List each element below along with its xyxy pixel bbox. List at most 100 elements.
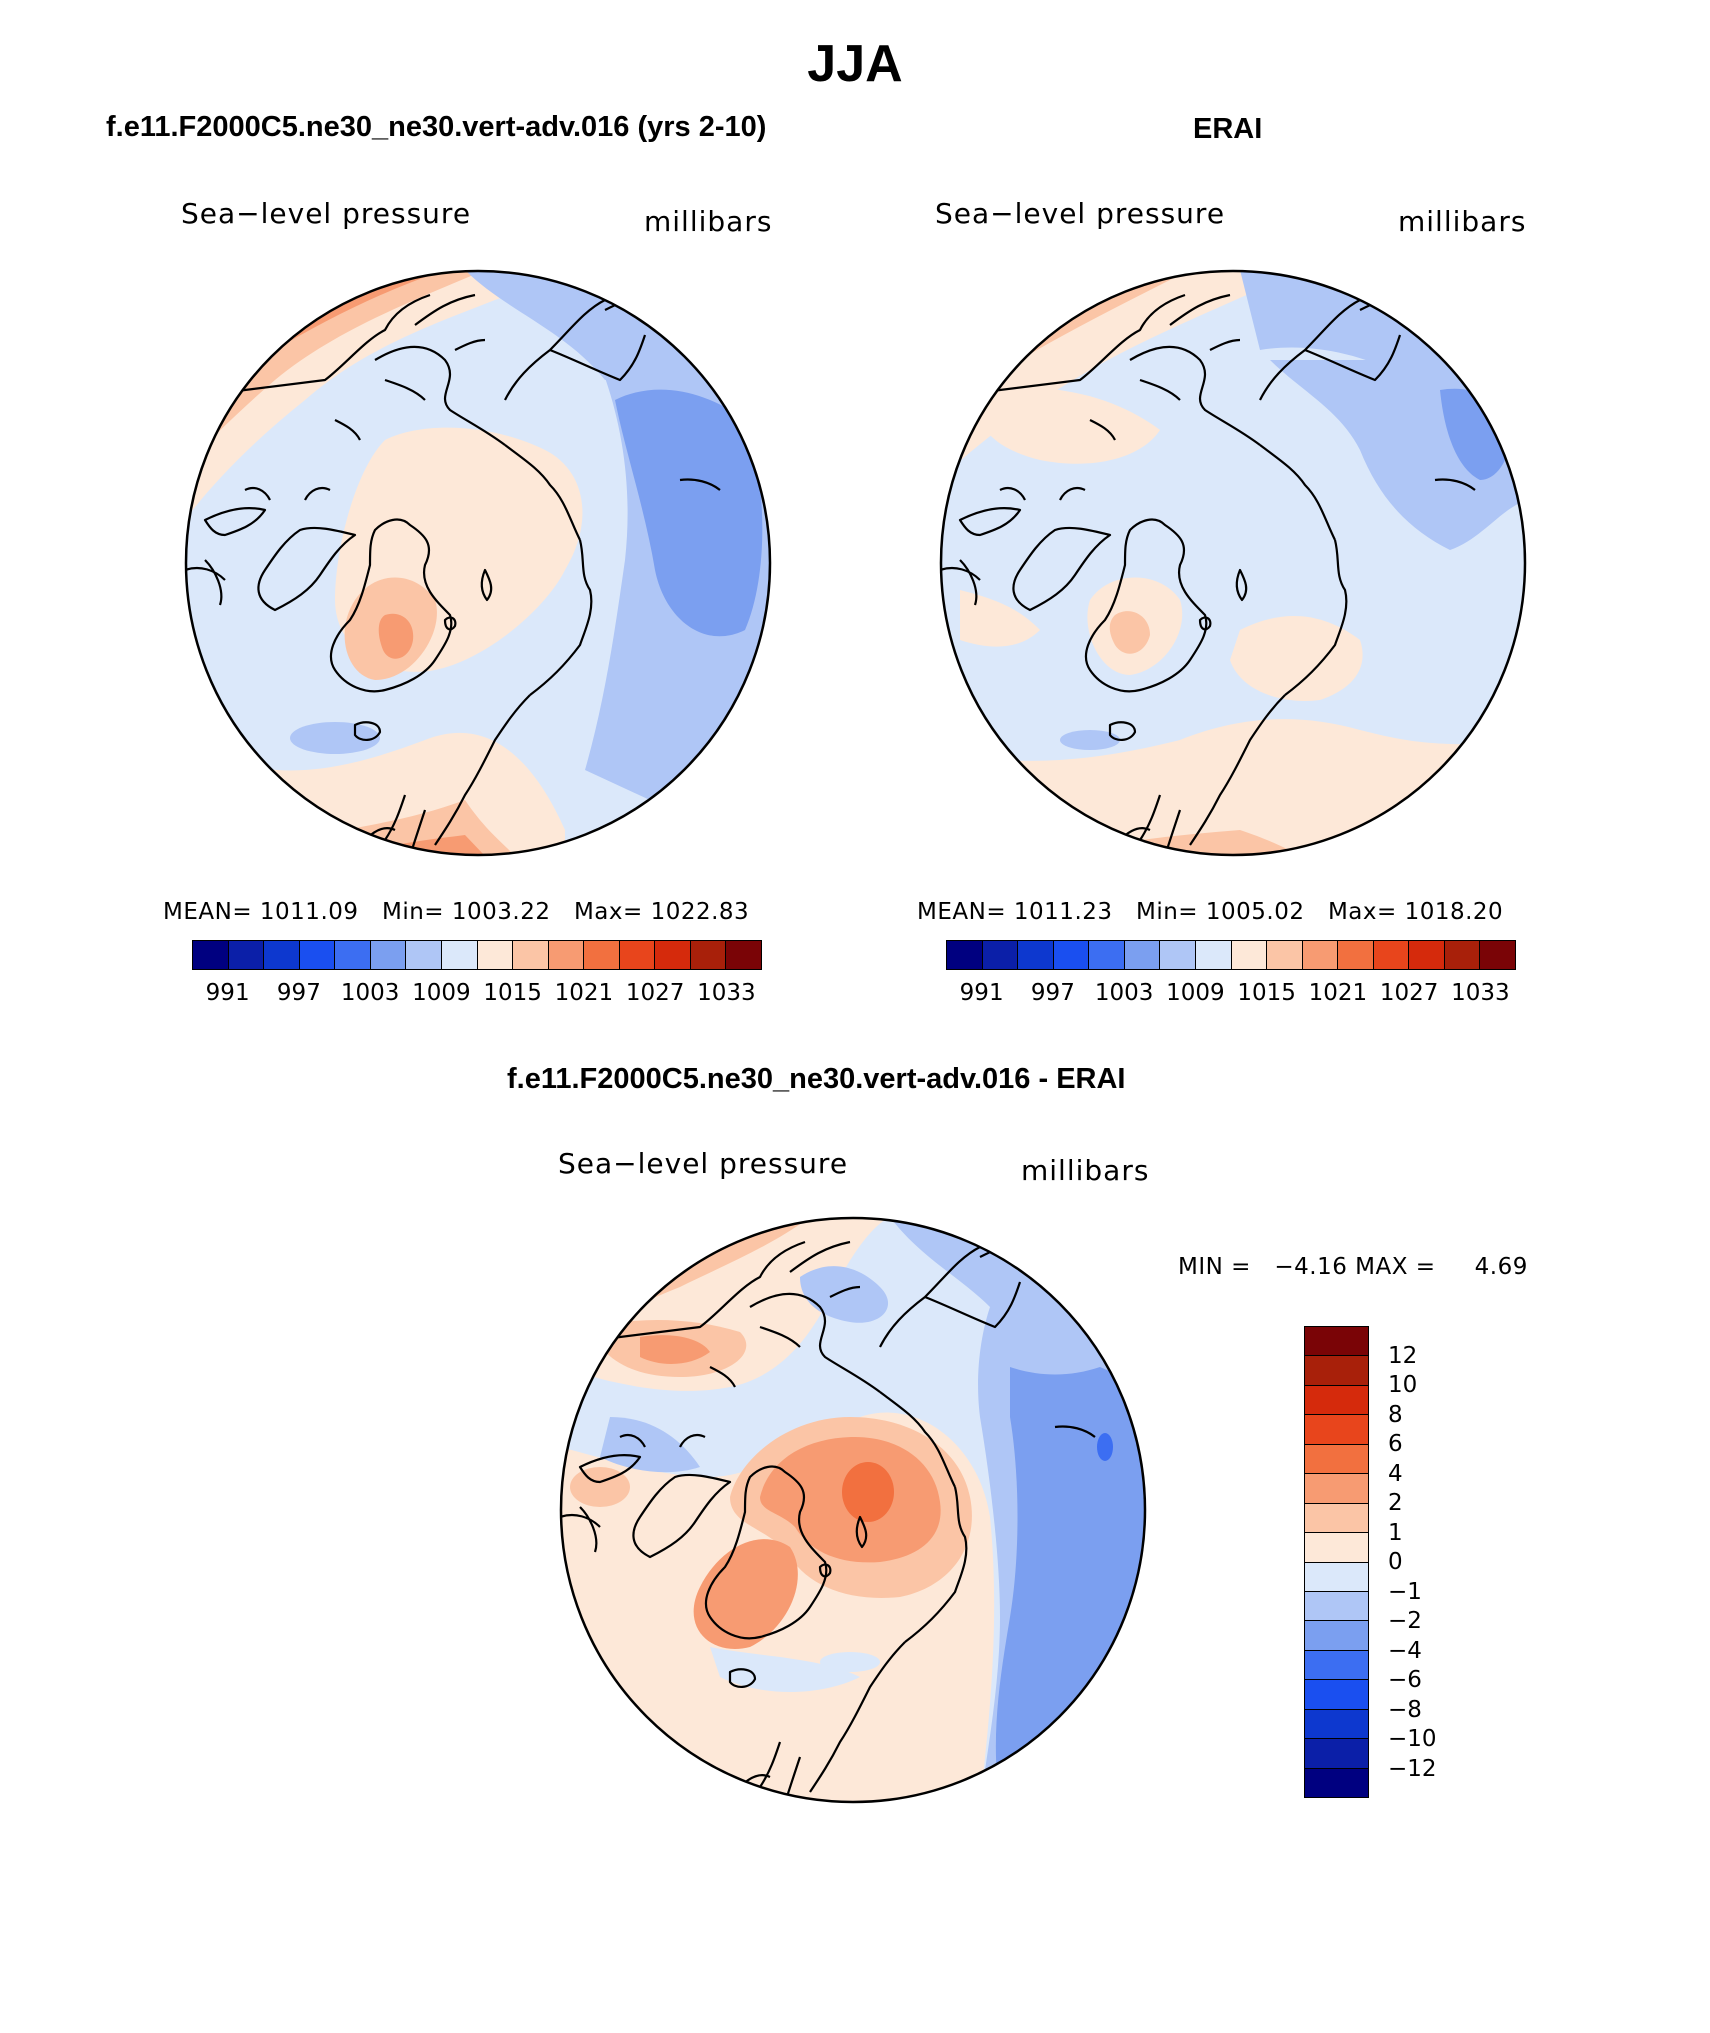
colorbar-swatch: [726, 941, 761, 969]
colorbar-tick-label: 1015: [1237, 980, 1296, 1006]
model-colorbar-ticks: 991 997 1003 1009 1015 1021 1027 1033: [0, 980, 1710, 1010]
pressure-contour-high: [842, 1462, 894, 1522]
min-label: MIN =: [1178, 1254, 1251, 1280]
obs-panel-title: ERAI: [1193, 113, 1263, 145]
colorbar-tick-label: −12: [1388, 1755, 1437, 1782]
colorbar-tick-label: −2: [1388, 1608, 1422, 1634]
colorbar-swatch: [1409, 941, 1445, 969]
colorbar-tick-label: 997: [1030, 980, 1075, 1006]
colorbar-swatch: [1305, 1680, 1368, 1710]
colorbar-swatch: [1305, 1533, 1368, 1563]
max-value: 1018.20: [1404, 899, 1504, 925]
colorbar-tick-label: 1003: [1094, 980, 1154, 1006]
colorbar-swatch: [1338, 941, 1374, 969]
colorbar-swatch: [1089, 941, 1125, 969]
colorbar-swatch: [1305, 1739, 1368, 1769]
colorbar-swatch: [1302, 941, 1339, 969]
mean-value: 1011.23: [1013, 899, 1113, 925]
max-label: MAX =: [1355, 1254, 1436, 1280]
colorbar-tick-label: 997: [276, 980, 321, 1006]
pressure-contour-low: [995, 1367, 1145, 1802]
diff-units-label: millibars: [1021, 1154, 1150, 1187]
colorbar-tick-label: 991: [959, 980, 1004, 1006]
obs-colorbar: [946, 940, 1516, 970]
pressure-contour-high: [978, 387, 1160, 464]
diff-field-label: Sea−level pressure: [558, 1147, 849, 1180]
min-value: −4.16: [1274, 1254, 1348, 1280]
colorbar-tick-label: 4: [1388, 1460, 1403, 1487]
obs-units-label: millibars: [1398, 205, 1527, 238]
colorbar-tick-label: −8: [1388, 1696, 1422, 1723]
colorbar-tick-label: −10: [1388, 1726, 1437, 1752]
colorbar-swatch: [1305, 1444, 1368, 1475]
colorbar-swatch: [1305, 1503, 1368, 1534]
colorbar-swatch: [619, 941, 656, 969]
pressure-contour-low: [1060, 730, 1120, 750]
colorbar-swatch: [1231, 941, 1268, 969]
colorbar-tick-label: 1009: [412, 980, 471, 1006]
pressure-contour-low: [290, 722, 380, 754]
colorbar-swatch: [1305, 1474, 1368, 1504]
colorbar-tick-label: 1021: [1308, 980, 1368, 1006]
colorbar-tick-label: 12: [1388, 1342, 1418, 1369]
colorbar-swatch: [1305, 1562, 1368, 1592]
colorbar-tick-label: 1033: [1451, 980, 1510, 1006]
colorbar-swatch: [228, 941, 265, 969]
colorbar-swatch: [1305, 1591, 1368, 1622]
pressure-contour-high: [640, 1335, 710, 1364]
colorbar-swatch: [1480, 941, 1515, 969]
colorbar-tick-label: 8: [1388, 1401, 1403, 1428]
diff-panel-title: f.e11.F2000C5.ne30_ne30.vert-adv.016 - E…: [507, 1063, 1126, 1095]
colorbar-tick-label: −4: [1388, 1637, 1422, 1664]
model-panel-title: f.e11.F2000C5.ne30_ne30.vert-adv.016 (yr…: [106, 111, 767, 143]
min-label: Min=: [381, 899, 445, 925]
colorbar-swatch: [1305, 1709, 1368, 1740]
colorbar-tick-label: −6: [1388, 1667, 1422, 1693]
pressure-contour-low: [615, 389, 763, 637]
colorbar-tick-label: 1021: [554, 980, 614, 1006]
max-value: 1022.83: [650, 899, 750, 925]
colorbar-tick-label: −1: [1388, 1578, 1422, 1605]
min-label: Min=: [1135, 899, 1199, 925]
colorbar-swatch: [406, 941, 442, 969]
colorbar-swatch: [1018, 941, 1054, 969]
colorbar-swatch: [193, 941, 229, 969]
colorbar-swatch: [1053, 941, 1090, 969]
obs-polar-map: [939, 269, 1527, 857]
colorbar-tick-label: 1009: [1166, 980, 1225, 1006]
obs-colorbar-ticks: 991 997 1003 1009 1015 1021 1027 1033: [0, 980, 1710, 1010]
model-colorbar: [192, 940, 762, 970]
mean-label: MEAN=: [917, 899, 1007, 925]
obs-stats: MEAN= 1011.23 Min= 1005.02 Max= 1018.20: [917, 899, 1503, 925]
colorbar-tick-label: 1033: [697, 980, 756, 1006]
pressure-contour-low: [820, 1652, 880, 1672]
colorbar-swatch: [1160, 941, 1196, 969]
pressure-contour-high: [693, 1539, 798, 1649]
model-stats: MEAN= 1011.09 Min= 1003.22 Max= 1022.83: [163, 899, 749, 925]
colorbar-swatch: [1305, 1650, 1368, 1681]
colorbar-swatch: [690, 941, 727, 969]
colorbar-swatch: [947, 941, 983, 969]
colorbar-swatch: [335, 941, 371, 969]
colorbar-swatch: [370, 941, 407, 969]
model-polar-map: [184, 269, 772, 857]
diff-polar-map: [559, 1216, 1147, 1804]
pressure-contour-low: [710, 1647, 860, 1692]
pressure-contour-low: [1097, 1433, 1113, 1461]
colorbar-tick-label: 10: [1388, 1372, 1418, 1398]
colorbar-tick-label: 1027: [625, 980, 685, 1006]
coastlines: [941, 293, 1476, 855]
colorbar-swatch: [1373, 941, 1410, 969]
max-label: Max=: [1327, 899, 1397, 925]
max-label: Max=: [573, 899, 643, 925]
colorbar-tick-label: 991: [205, 980, 250, 1006]
colorbar-swatch: [513, 941, 549, 969]
min-value: 1005.02: [1205, 899, 1305, 925]
colorbar-swatch: [1305, 1621, 1368, 1651]
mean-label: MEAN=: [163, 899, 253, 925]
colorbar-swatch: [982, 941, 1019, 969]
colorbar-tick-label: 1: [1388, 1519, 1403, 1546]
colorbar-tick-label: 1027: [1379, 980, 1439, 1006]
colorbar-swatch: [264, 941, 300, 969]
model-field-label: Sea−level pressure: [181, 197, 472, 230]
